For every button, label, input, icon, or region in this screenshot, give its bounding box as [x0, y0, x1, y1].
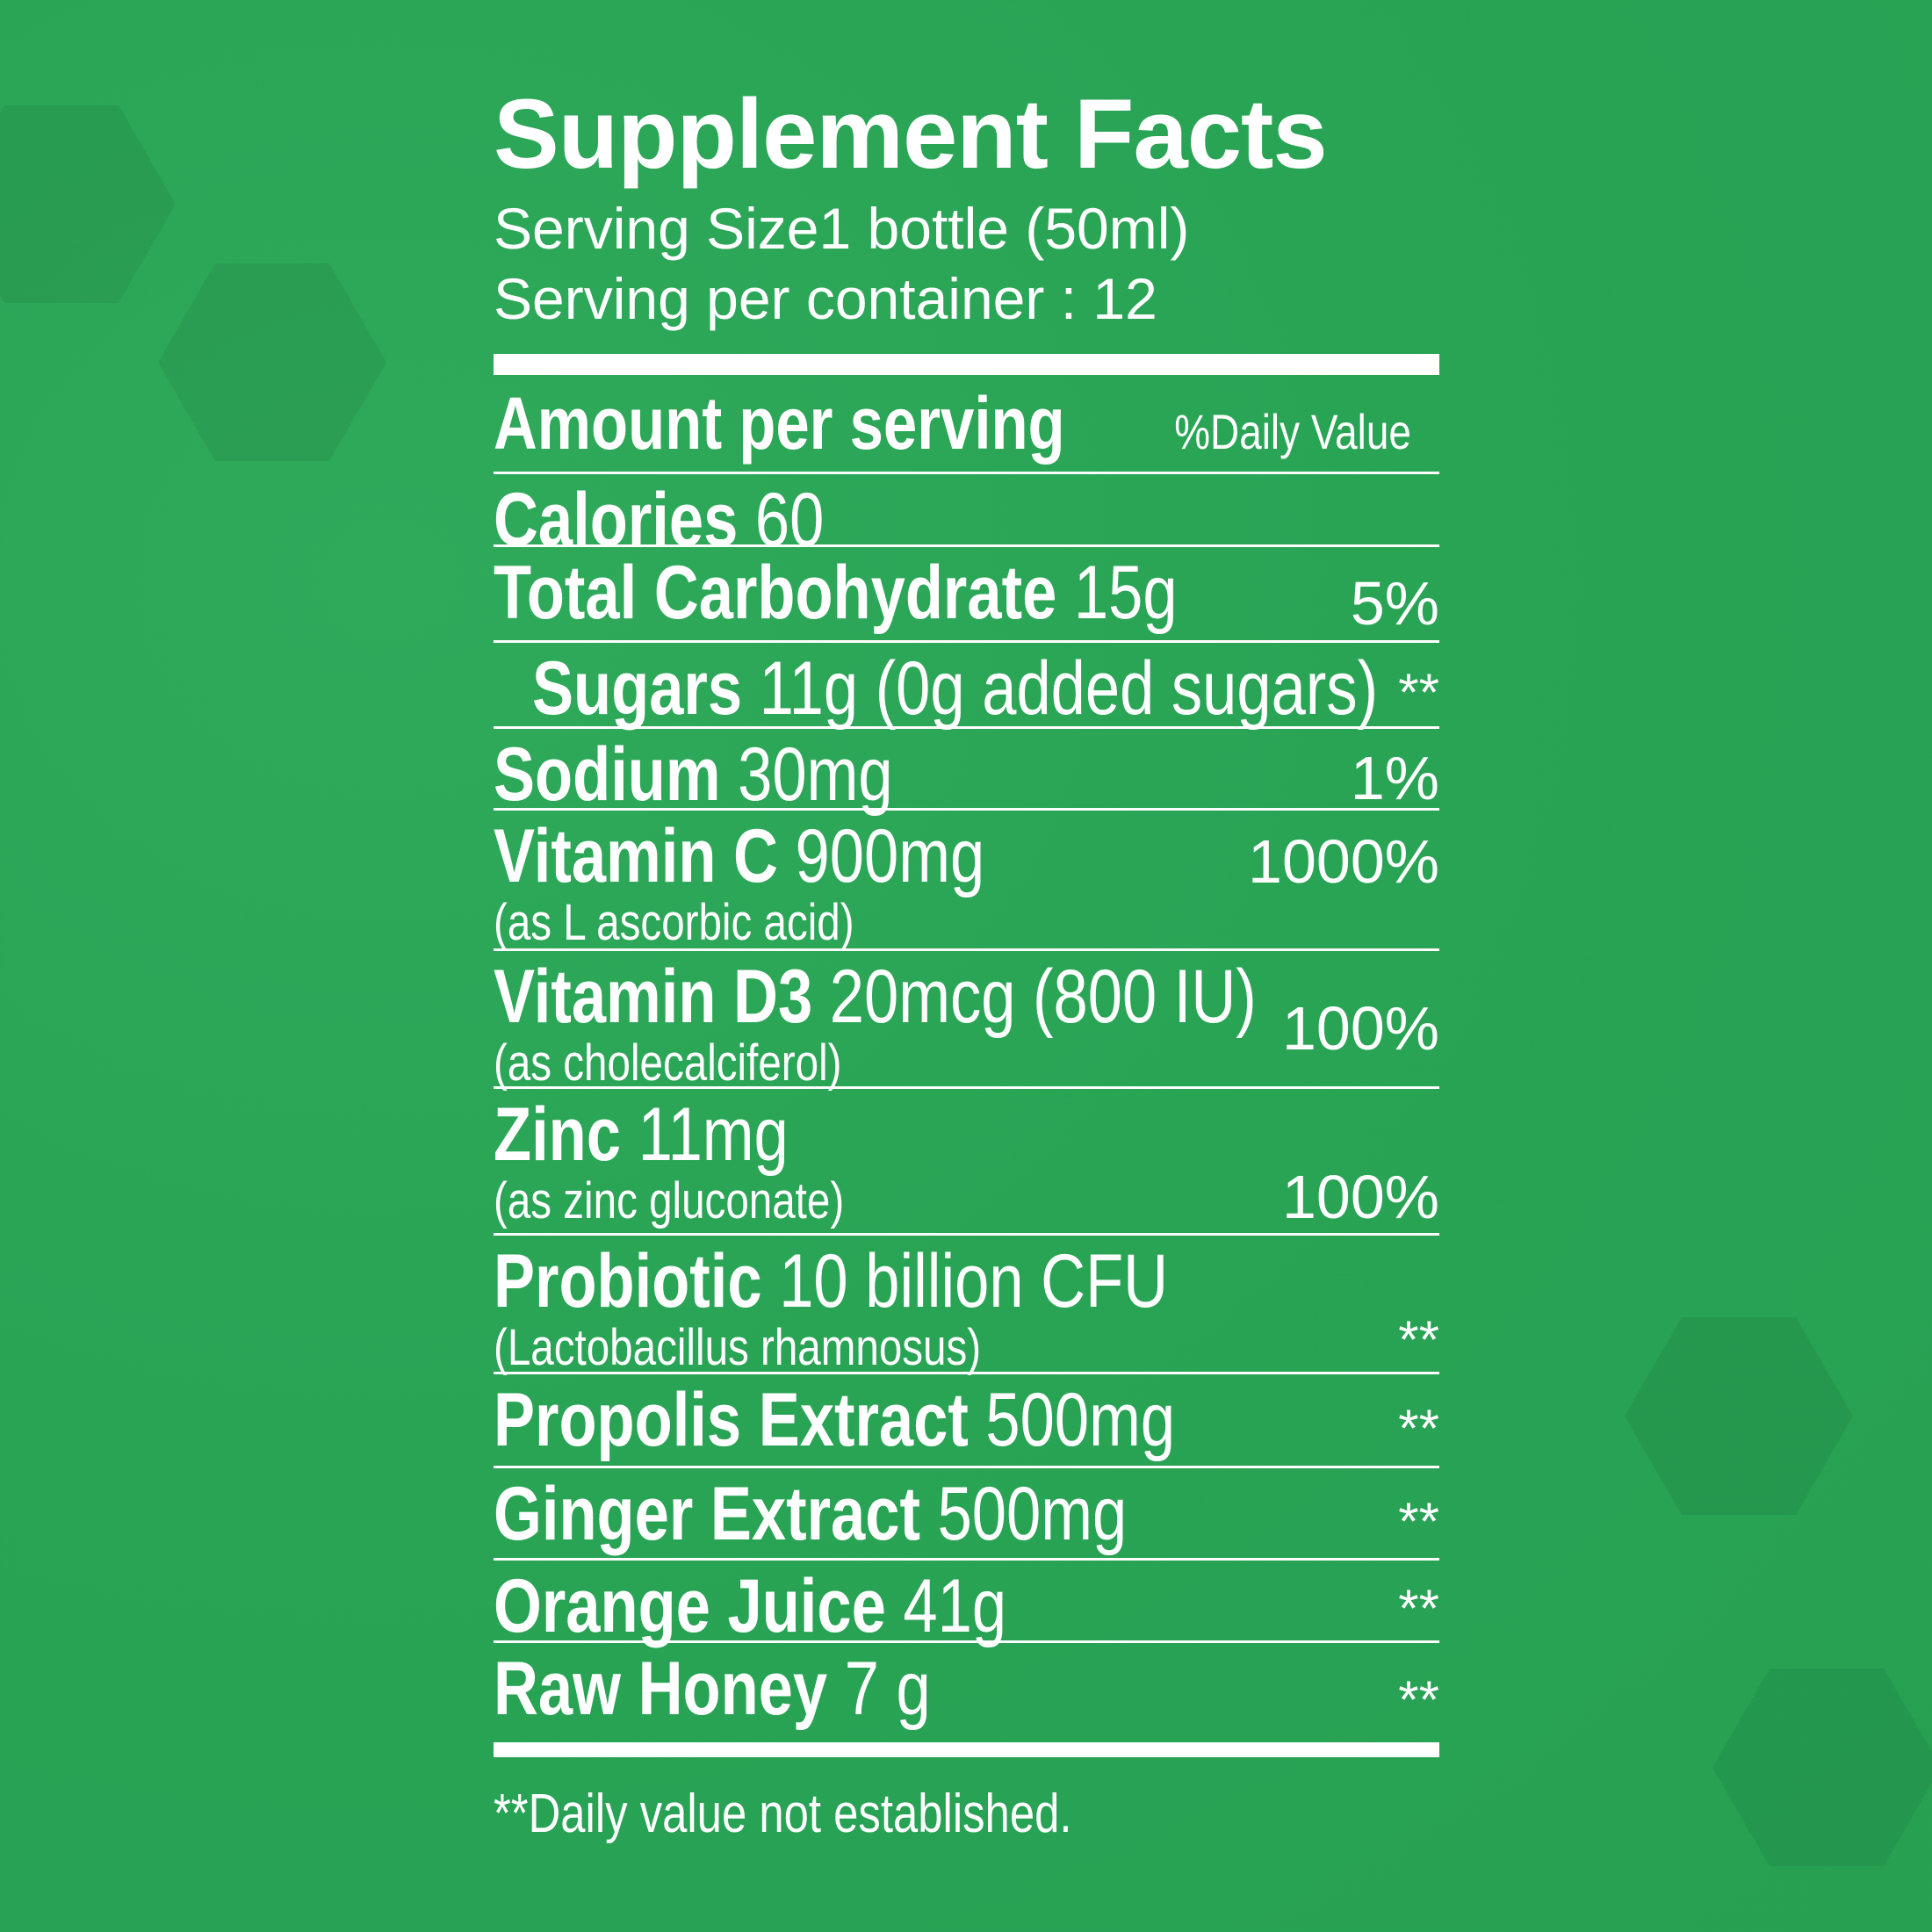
serving-size: Serving Size1 bottle (50ml): [494, 196, 1190, 261]
row-divider: [494, 948, 1439, 951]
label-title: Supplement Facts: [494, 79, 1328, 189]
nutrient-name-amount: Sodium 30mg: [494, 737, 893, 812]
nutrient-row: Calories 60: [494, 482, 1439, 558]
servings-per-container: Serving per container : 12: [494, 266, 1157, 331]
footnote: **Daily value not established.: [494, 1783, 1199, 1845]
daily-value-header: %Daily Value: [1122, 407, 1411, 457]
daily-value: 100%: [1281, 993, 1439, 1063]
daily-value: **: [1398, 1398, 1439, 1458]
nutrient-name-amount: Vitamin D3 20mcg (800 IU): [494, 959, 1257, 1034]
daily-value-label: %Daily Value: [1174, 404, 1411, 459]
nutrient-name: Calories: [494, 478, 739, 562]
nutrient-row: Sugars 11g (0g added sugars) **: [494, 651, 1439, 726]
nutrient-row: Ginger Extract 500mg **: [494, 1476, 1439, 1556]
nutrient-name-amount: Orange Juice 41g: [494, 1568, 1006, 1644]
daily-value: **: [1398, 663, 1439, 722]
row-divider: [494, 1558, 1439, 1561]
nutrient-amount: 30mg: [738, 732, 893, 817]
row-divider: [494, 808, 1439, 811]
hex-pattern: [0, 105, 176, 303]
nutrient-name-amount: Propolis Extract 500mg: [494, 1382, 1175, 1458]
hex-pattern: [158, 263, 386, 461]
daily-value: 5%: [1350, 568, 1439, 638]
row-divider: [494, 1466, 1439, 1468]
nutrient-amount: 11g (0g added sugars): [759, 646, 1379, 731]
row-divider: [494, 544, 1439, 547]
nutrient-row: Raw Honey 7 g **: [494, 1651, 1439, 1739]
daily-value: **: [1398, 1670, 1439, 1729]
nutrient-amount: 500mg: [937, 1472, 1128, 1556]
nutrient-source: (as cholecalciferol): [494, 1034, 842, 1092]
footnote-text: **Daily value not established.: [494, 1784, 1072, 1844]
row-divider: [494, 1640, 1439, 1643]
nutrient-name-amount: Zinc 11mg: [494, 1097, 789, 1172]
daily-value: **: [1398, 1491, 1439, 1551]
nutrient-amount: 900mg: [795, 814, 985, 898]
nutrient-source: (as zinc gluconate): [494, 1172, 845, 1229]
nutrient-row: Orange Juice 41g **: [494, 1568, 1439, 1644]
nutrient-row: Vitamin C 900mg (as L ascorbic acid) 1000%: [494, 818, 1439, 951]
header-row: Amount per serving %Daily Value: [494, 386, 1439, 473]
daily-value: 1%: [1350, 743, 1439, 812]
row-divider: [494, 640, 1439, 643]
nutrient-source: (Lactobacillus rhamnosus): [494, 1319, 982, 1376]
nutrient-name-amount: Probiotic 10 billion CFU: [494, 1244, 1168, 1319]
nutrient-name: Vitamin D3: [494, 955, 813, 1039]
row-divider: [494, 726, 1439, 729]
nutrient-amount: 10 billion CFU: [779, 1239, 1169, 1323]
thick-divider-bottom: [494, 1742, 1439, 1757]
row-divider: [494, 1233, 1439, 1236]
nutrient-name: Ginger Extract: [494, 1472, 920, 1556]
nutrient-row: Vitamin D3 20mcg (800 IU) (as cholecalcif…: [494, 959, 1439, 1089]
nutrient-name-amount: Ginger Extract 500mg: [494, 1476, 1127, 1552]
nutrient-amount: 7 g: [844, 1647, 931, 1731]
nutrient-name: Zinc: [494, 1092, 621, 1177]
nutrient-name: Raw Honey: [494, 1647, 828, 1731]
nutrient-name: Sodium: [494, 732, 721, 817]
nutrient-amount: 500mg: [985, 1378, 1176, 1462]
nutrient-row: Probiotic 10 billion CFU (Lactobacillus r…: [494, 1244, 1439, 1376]
nutrient-name: Vitamin C: [494, 814, 778, 898]
nutrient-amount: 60: [754, 478, 825, 562]
nutrient-name: Total Carbohydrate: [494, 551, 1057, 635]
nutrient-row: Sodium 30mg 1%: [494, 737, 1439, 812]
nutrient-row: Total Carbohydrate 15g 5%: [494, 555, 1439, 638]
nutrient-name-amount: Total Carbohydrate 15g: [494, 555, 1178, 631]
amount-per-serving: Amount per serving: [494, 382, 1065, 465]
nutrient-amount: 11mg: [638, 1092, 789, 1177]
nutrient-name-amount: Raw Honey 7 g: [494, 1651, 931, 1727]
nutrient-amount: 41g: [903, 1564, 1007, 1648]
nutrient-source: (as L ascorbic acid): [494, 894, 854, 951]
nutrient-name-amount: Vitamin C 900mg: [494, 818, 984, 894]
hex-pattern: [1712, 1669, 1932, 1866]
hex-pattern: [1625, 1317, 1853, 1515]
nutrient-amount: 20mcg (800 IU): [829, 955, 1257, 1039]
row-divider: [494, 472, 1439, 474]
daily-value: 1000%: [1248, 827, 1439, 896]
thick-divider-top: [494, 354, 1439, 375]
row-divider: [494, 1086, 1439, 1089]
nutrient-name: Probiotic: [494, 1239, 762, 1323]
daily-value: **: [1398, 1579, 1439, 1638]
nutrient-row: Zinc 11mg (as zinc gluconate) 100%: [494, 1097, 1439, 1231]
nutrient-amount: 15g: [1073, 551, 1178, 635]
nutrient-row: Propolis Extract 500mg **: [494, 1382, 1439, 1464]
daily-value: **: [1398, 1310, 1439, 1369]
nutrient-name-amount: Sugars 11g (0g added sugars): [532, 651, 1378, 726]
nutrient-name: Sugars: [532, 646, 743, 731]
nutrient-name: Propolis Extract: [494, 1378, 969, 1462]
row-divider: [494, 1372, 1439, 1374]
daily-value: 100%: [1281, 1163, 1439, 1231]
nutrient-name: Orange Juice: [494, 1564, 886, 1648]
